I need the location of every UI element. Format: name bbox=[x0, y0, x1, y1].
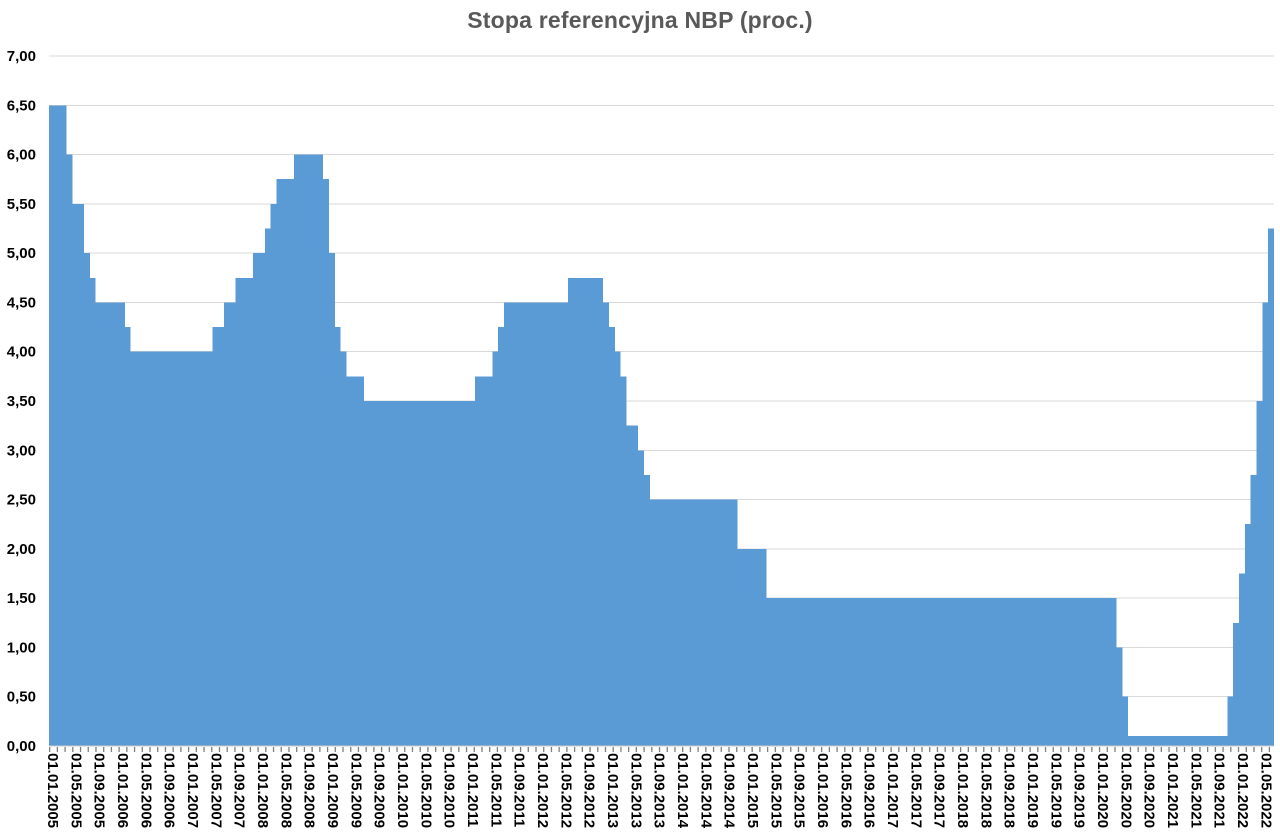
y-axis-label: 1,00 bbox=[7, 639, 36, 656]
x-axis-label: 01.01.2009 bbox=[324, 753, 341, 828]
y-axis-label: 5,50 bbox=[7, 196, 36, 213]
x-axis-label: 01.01.2007 bbox=[184, 753, 201, 828]
x-axis-label: 01.09.2009 bbox=[371, 753, 388, 828]
x-axis-label: 01.05.2007 bbox=[207, 753, 224, 828]
x-axis-label: 01.01.2020 bbox=[1094, 753, 1111, 828]
x-axis-label: 01.09.2015 bbox=[791, 753, 808, 828]
x-axis-label: 01.09.2013 bbox=[651, 753, 668, 828]
x-axis-label: 01.05.2008 bbox=[277, 753, 294, 828]
x-axis-label: 01.05.2015 bbox=[767, 753, 784, 828]
x-axis-label: 01.01.2005 bbox=[44, 753, 61, 828]
x-axis-label: 01.01.2019 bbox=[1024, 753, 1041, 828]
x-axis-label: 01.09.2005 bbox=[91, 753, 108, 828]
y-axis-label: 6,00 bbox=[7, 147, 36, 164]
x-axis-label: 01.01.2018 bbox=[954, 753, 971, 828]
y-axis-label: 0,50 bbox=[7, 689, 36, 706]
x-axis-label: 01.01.2011 bbox=[464, 753, 481, 827]
y-axis-label: 2,50 bbox=[7, 492, 36, 509]
x-axis-label: 01.05.2005 bbox=[67, 753, 84, 828]
x-axis-label: 01.01.2021 bbox=[1164, 753, 1181, 828]
x-axis-label: 01.05.2019 bbox=[1047, 753, 1064, 828]
x-axis-label: 01.01.2016 bbox=[814, 753, 831, 828]
rate-step-area bbox=[49, 105, 1274, 747]
x-axis-label: 01.09.2021 bbox=[1211, 753, 1228, 828]
x-axis-label: 01.05.2017 bbox=[907, 753, 924, 828]
x-axis-label: 01.05.2013 bbox=[627, 753, 644, 828]
x-axis-label: 01.09.2014 bbox=[721, 753, 738, 829]
x-axis-label: 01.09.2017 bbox=[931, 753, 948, 828]
y-axis-label: 4,50 bbox=[7, 294, 36, 311]
y-axis-label: 3,50 bbox=[7, 393, 36, 410]
x-axis-label: 01.05.2006 bbox=[137, 753, 154, 828]
x-axis-label: 01.01.2015 bbox=[744, 753, 761, 828]
x-axis-label: 01.01.2012 bbox=[534, 753, 551, 828]
y-axis-label: 0,00 bbox=[7, 738, 36, 755]
x-axis-label: 01.01.2022 bbox=[1234, 753, 1251, 828]
y-axis-label: 5,00 bbox=[7, 245, 36, 262]
x-axis-label: 01.01.2006 bbox=[114, 753, 131, 828]
chart-title: Stopa referencyjna NBP (proc.) bbox=[467, 7, 813, 33]
x-axis-label: 01.05.2014 bbox=[697, 753, 714, 829]
x-axis-label: 01.05.2011 bbox=[487, 753, 504, 827]
x-axis-label: 01.01.2013 bbox=[604, 753, 621, 828]
x-axis-label: 01.09.2006 bbox=[161, 753, 178, 828]
y-axis-label: 4,00 bbox=[7, 344, 36, 361]
x-axis-label: 01.05.2018 bbox=[977, 753, 994, 828]
x-axis-label: 01.05.2016 bbox=[837, 753, 854, 828]
x-axis-label: 01.09.2019 bbox=[1071, 753, 1088, 828]
x-axis-label: 01.05.2022 bbox=[1257, 753, 1274, 828]
y-axis-label: 7,00 bbox=[7, 48, 36, 65]
x-axis-label: 01.09.2010 bbox=[441, 753, 458, 828]
x-axis-label: 01.05.2021 bbox=[1187, 753, 1204, 828]
x-axis-label: 01.09.2008 bbox=[301, 753, 318, 828]
x-axis-label: 01.05.2020 bbox=[1117, 753, 1134, 828]
y-axis-label: 2,00 bbox=[7, 541, 36, 558]
x-axis-label: 01.01.2010 bbox=[394, 753, 411, 828]
x-axis-label: 01.01.2008 bbox=[254, 753, 271, 828]
x-axis-label: 01.09.2007 bbox=[231, 753, 248, 828]
x-axis-label: 01.05.2010 bbox=[417, 753, 434, 828]
x-axis-label: 01.05.2012 bbox=[557, 753, 574, 828]
x-axis-label: 01.01.2014 bbox=[674, 753, 691, 829]
x-axis-label: 01.09.2016 bbox=[861, 753, 878, 828]
y-axis-label: 3,00 bbox=[7, 442, 36, 459]
x-axis-label: 01.09.2011 bbox=[511, 753, 528, 827]
x-axis-label: 01.09.2012 bbox=[581, 753, 598, 828]
x-axis-label: 01.01.2017 bbox=[884, 753, 901, 828]
x-axis-label: 01.09.2020 bbox=[1141, 753, 1158, 828]
y-axis-label: 1,50 bbox=[7, 590, 36, 607]
x-axis-label: 01.05.2009 bbox=[347, 753, 364, 828]
x-axis-label: 01.09.2018 bbox=[1001, 753, 1018, 828]
y-axis-label: 6,50 bbox=[7, 97, 36, 114]
